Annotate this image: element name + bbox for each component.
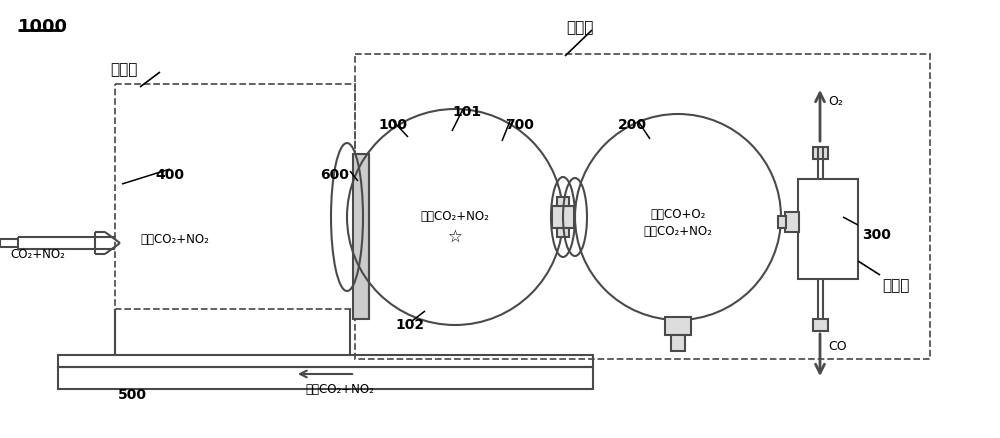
Text: CO₂+NO₂: CO₂+NO₂ (10, 247, 65, 261)
Text: 600: 600 (320, 168, 349, 182)
Bar (813, 319, 828, 331)
Bar (355, 55, 930, 359)
Text: 400: 400 (155, 168, 184, 182)
Text: CO: CO (828, 339, 847, 352)
Text: ☆: ☆ (448, 227, 462, 245)
Bar (798, 180, 858, 279)
Text: 200: 200 (618, 118, 647, 132)
Bar (552, 207, 574, 229)
Bar (785, 212, 799, 233)
Bar (353, 155, 369, 319)
Text: 反应段: 反应段 (566, 20, 593, 35)
Text: 1000: 1000 (18, 18, 68, 36)
Text: 入口段: 入口段 (110, 62, 137, 77)
Text: 液态CO₂+NO₂: 液态CO₂+NO₂ (644, 225, 712, 237)
Text: 700: 700 (505, 118, 534, 132)
Text: 500: 500 (118, 387, 147, 401)
Text: 300: 300 (862, 227, 891, 241)
Text: 气态CO₂+NO₂: 气态CO₂+NO₂ (421, 209, 489, 223)
Bar (813, 148, 828, 159)
Text: O₂: O₂ (828, 95, 843, 108)
Text: 液态CO₂+NO₂: 液态CO₂+NO₂ (306, 382, 374, 395)
Text: 102: 102 (395, 317, 424, 331)
Bar (58, 367, 593, 389)
Bar (778, 216, 786, 229)
Bar (58, 355, 593, 367)
Text: 气态CO₂+NO₂: 气态CO₂+NO₂ (141, 233, 209, 245)
Bar (557, 198, 569, 207)
Text: 101: 101 (452, 105, 481, 119)
Bar (665, 317, 691, 335)
Bar (115, 85, 355, 309)
Bar (671, 335, 685, 351)
Bar (557, 229, 569, 237)
Text: 100: 100 (378, 118, 407, 132)
Text: 出口段: 出口段 (882, 277, 909, 292)
Text: 气态CO+O₂: 气态CO+O₂ (650, 208, 706, 220)
